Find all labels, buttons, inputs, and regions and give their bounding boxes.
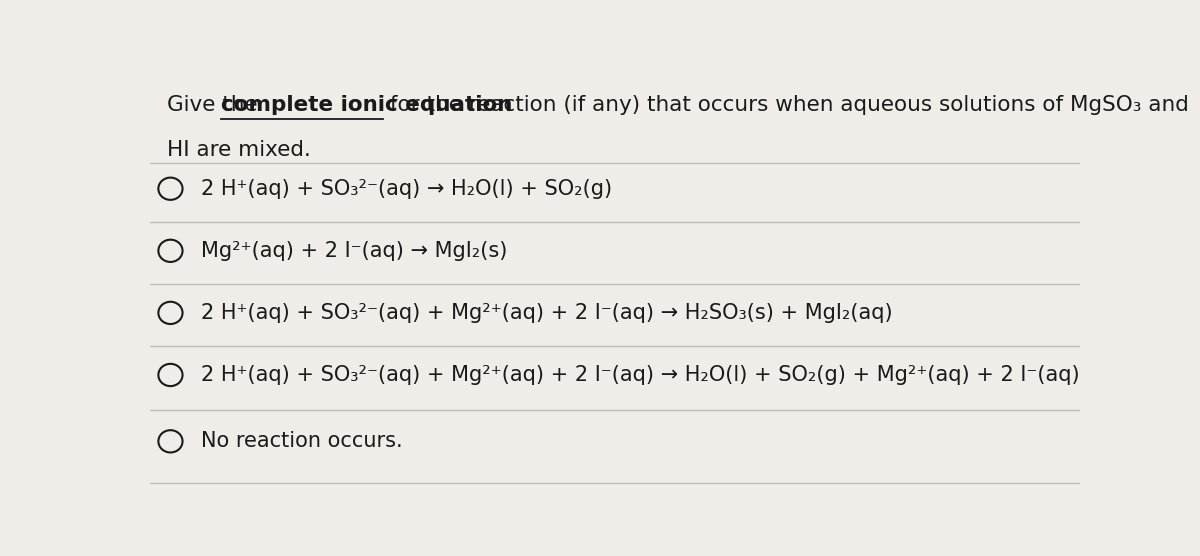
- Text: 2 H⁺(aq) + SO₃²⁻(aq) + Mg²⁺(aq) + 2 I⁻(aq) → H₂SO₃(s) + MgI₂(aq): 2 H⁺(aq) + SO₃²⁻(aq) + Mg²⁺(aq) + 2 I⁻(a…: [202, 303, 893, 323]
- Text: HI are mixed.: HI are mixed.: [167, 140, 311, 160]
- Text: Mg²⁺(aq) + 2 I⁻(aq) → MgI₂(s): Mg²⁺(aq) + 2 I⁻(aq) → MgI₂(s): [202, 241, 508, 261]
- Text: 2 H⁺(aq) + SO₃²⁻(aq) → H₂O(l) + SO₂(g): 2 H⁺(aq) + SO₃²⁻(aq) → H₂O(l) + SO₂(g): [202, 178, 612, 198]
- Text: complete ionic equation: complete ionic equation: [221, 95, 512, 115]
- Text: Give the: Give the: [167, 95, 264, 115]
- Text: 2 H⁺(aq) + SO₃²⁻(aq) + Mg²⁺(aq) + 2 I⁻(aq) → H₂O(l) + SO₂(g) + Mg²⁺(aq) + 2 I⁻(a: 2 H⁺(aq) + SO₃²⁻(aq) + Mg²⁺(aq) + 2 I⁻(a…: [202, 365, 1080, 385]
- Text: No reaction occurs.: No reaction occurs.: [202, 431, 403, 451]
- Text: for the reaction (if any) that occurs when aqueous solutions of MgSO₃ and: for the reaction (if any) that occurs wh…: [384, 95, 1189, 115]
